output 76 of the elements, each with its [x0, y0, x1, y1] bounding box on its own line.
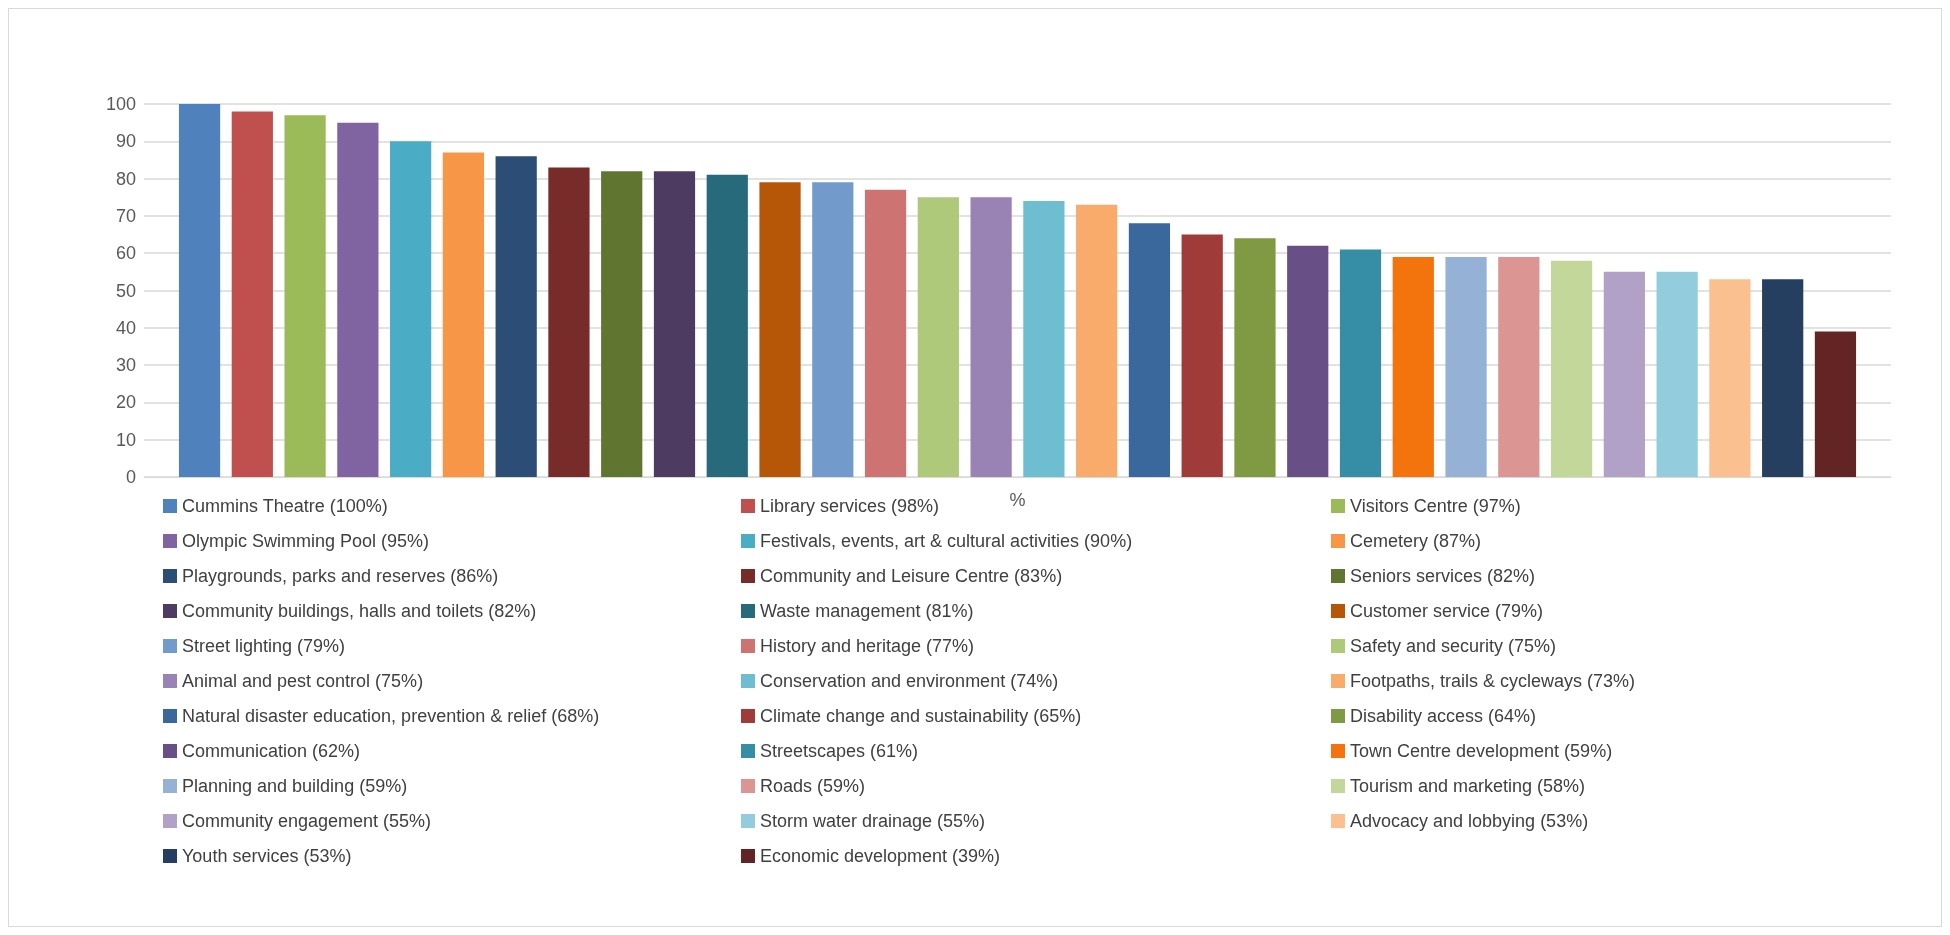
bar [970, 197, 1012, 477]
legend-label: Visitors Centre (97%) [1350, 496, 1521, 516]
bar [390, 141, 432, 477]
legend-label: Footpaths, trails & cycleways (73%) [1350, 671, 1636, 691]
legend-label: Animal and pest control (75%) [182, 671, 424, 691]
legend-label: Town Centre development (59%) [1350, 741, 1613, 761]
bar [1287, 245, 1329, 477]
legend-label: Disability access (64%) [1350, 706, 1537, 726]
bar [653, 171, 696, 477]
bar [1498, 256, 1540, 477]
legend-label: Conservation and environment (74%) [760, 671, 1059, 691]
bar [548, 167, 590, 477]
legend-label: Festivals, events, art & cultural activities (90%) [760, 531, 1133, 551]
bar [495, 156, 537, 477]
bar [759, 182, 801, 477]
bar [917, 197, 959, 477]
legend-label: Customer service (79%) [1350, 601, 1544, 621]
legend-label: Playgrounds, parks and reserves (86%) [182, 566, 499, 586]
bar [1128, 223, 1171, 477]
y-tick-label: 80 [115, 168, 136, 189]
legend-label: Tourism and marketing (58%) [1350, 776, 1586, 796]
y-tick-label: 40 [115, 317, 136, 338]
legend-label: Climate change and sustainability (65%) [760, 706, 1082, 726]
y-tick-label: 10 [115, 429, 136, 450]
bar [1814, 331, 1857, 477]
legend-label: Cemetery (87%) [1350, 531, 1482, 551]
legend-label: Street lighting (79%) [182, 636, 346, 656]
x-axis-title: % [1009, 490, 1026, 510]
bar [1076, 204, 1118, 477]
legend-label: Storm water drainage (55%) [760, 811, 986, 831]
y-tick-label: 70 [115, 205, 136, 226]
bar [1603, 271, 1645, 477]
bar [864, 189, 907, 477]
y-tick-label: 60 [115, 243, 136, 264]
bar [231, 111, 273, 477]
bar [178, 104, 221, 477]
legend-label: Cummins Theatre (100%) [182, 496, 388, 516]
legend-label: Waste management (81%) [760, 601, 974, 621]
legend-label: Olympic Swimming Pool (95%) [182, 531, 430, 551]
legend-label: Safety and security (75%) [1350, 636, 1557, 656]
legend-label: Streetscapes (61%) [760, 741, 919, 761]
bar [284, 115, 326, 477]
legend-label: Seniors services (82%) [1350, 566, 1536, 586]
legend-label: Economic development (39%) [760, 846, 1001, 866]
bar [1234, 238, 1276, 477]
bar [706, 174, 748, 477]
y-tick-label: 50 [115, 280, 136, 301]
bar [1445, 256, 1487, 477]
bar [1392, 256, 1434, 477]
legend-label: Community and Leisure Centre (83%) [760, 566, 1063, 586]
legend-label: Advocacy and lobbying (53%) [1350, 811, 1589, 831]
y-tick-label: 0 [125, 467, 136, 487]
bar [1023, 200, 1065, 477]
legend-label: Library services (98%) [760, 496, 940, 516]
legend-label: Community engagement (55%) [182, 811, 432, 831]
legend-label: Community buildings, halls and toilets (82%) [182, 601, 537, 621]
y-tick-label: 90 [115, 131, 136, 152]
legend-label: Natural disaster education, prevention & relief (68%) [182, 706, 600, 726]
bar [1709, 279, 1751, 477]
bar [1339, 249, 1382, 477]
bar [442, 152, 485, 477]
bar [1181, 234, 1223, 477]
bar [1550, 260, 1593, 477]
legend-label: Youth services (53%) [182, 846, 352, 866]
bar [337, 122, 379, 477]
y-tick-label: 20 [115, 392, 136, 413]
legend-label: Planning and building (59%) [182, 776, 408, 796]
legend-label: Roads (59%) [760, 776, 866, 796]
y-tick-label: 30 [115, 355, 136, 376]
bar [1762, 279, 1804, 477]
legend-label: Communication (62%) [182, 741, 361, 761]
legend-label: History and heritage (77%) [760, 636, 975, 656]
y-tick-label: 100 [105, 94, 136, 114]
bar [601, 171, 643, 477]
bar [1656, 271, 1698, 477]
bar [812, 182, 854, 477]
